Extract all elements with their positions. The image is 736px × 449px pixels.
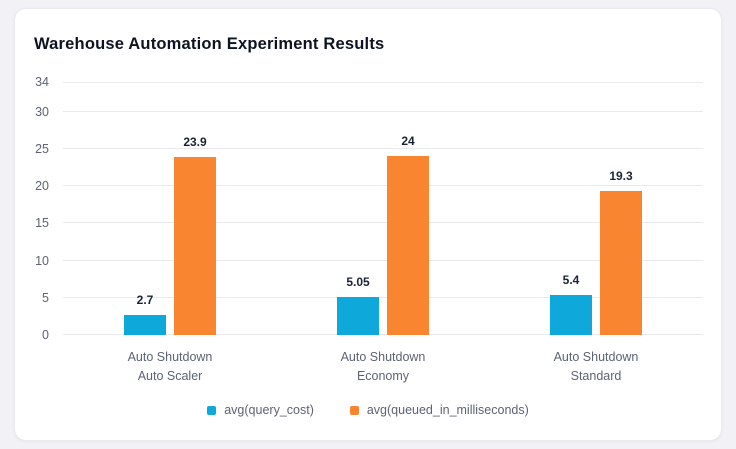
chart-title: Warehouse Automation Experiment Results (34, 35, 385, 53)
gridline (63, 185, 703, 186)
bar-avg-queued-in-milliseconds[interactable] (600, 191, 642, 335)
gridline (63, 82, 703, 83)
bar-value-label: 19.3 (609, 169, 633, 183)
y-axis-tick-label: 15 (35, 216, 49, 230)
plot-area: 2.7 5.05 5.4 23.9 24 19.3 (63, 82, 703, 335)
bar-avg-query-cost[interactable] (337, 297, 379, 335)
x-axis-category-label: Auto Shutdown Standard (553, 350, 639, 383)
bar-value-label: 5.05 (346, 275, 370, 289)
gridline (63, 111, 703, 112)
gridline (63, 260, 703, 261)
y-axis-tick-label: 20 (35, 179, 49, 193)
bar-avg-query-cost[interactable] (124, 315, 166, 335)
y-axis-tick-label: 25 (35, 142, 49, 156)
x-axis-category-label: Auto Shutdown Economy (340, 350, 426, 383)
bar-value-label: 23.9 (183, 135, 207, 149)
gridline (63, 297, 703, 298)
bar-value-label: 5.4 (562, 273, 580, 287)
legend-swatch-icon (349, 405, 359, 415)
gridline (63, 222, 703, 223)
legend-item-avg-query-cost[interactable]: avg(query_cost) (207, 403, 314, 417)
bar-avg-queued-in-milliseconds[interactable] (174, 157, 216, 335)
legend-item-label: avg(query_cost) (224, 403, 314, 417)
bar-avg-query-cost[interactable] (550, 295, 592, 335)
legend-item-label: avg(queued_in_milliseconds) (366, 403, 529, 417)
bar-avg-queued-in-milliseconds[interactable] (387, 156, 429, 335)
y-axis-tick-label: 10 (35, 254, 49, 268)
y-axis: 34 30 25 20 15 10 5 0 (15, 75, 49, 342)
bar-value-label: 24 (401, 134, 415, 148)
gridline (63, 148, 703, 149)
chart-card: Warehouse Automation Experiment Results … (14, 8, 722, 441)
legend-item-avg-queued-in-milliseconds[interactable]: avg(queued_in_milliseconds) (349, 403, 529, 417)
gridline (63, 334, 703, 335)
y-axis-tick-label: 5 (42, 291, 49, 305)
legend-swatch-icon (207, 405, 217, 415)
y-axis-tick-label: 0 (42, 328, 49, 342)
chart-legend: avg(query_cost) avg(queued_in_millisecond… (15, 403, 721, 417)
x-axis-category-label: Auto Shutdown Auto Scaler (127, 350, 213, 383)
y-axis-tick-label: 34 (35, 75, 49, 89)
y-axis-tick-label: 30 (35, 105, 49, 119)
bar-value-label: 2.7 (136, 293, 154, 307)
